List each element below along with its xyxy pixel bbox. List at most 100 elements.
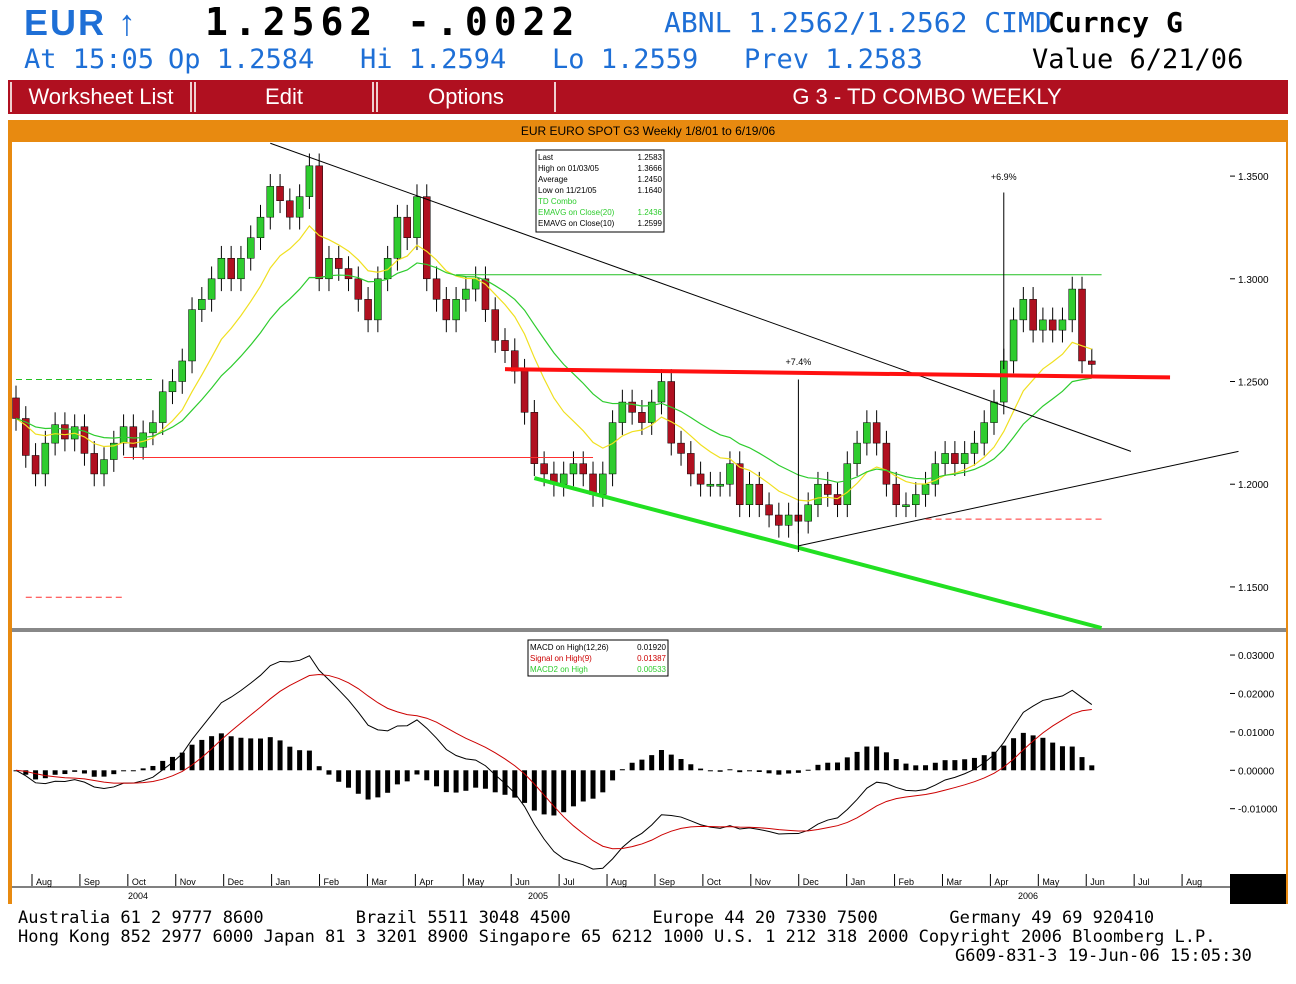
macd2-bar bbox=[541, 770, 547, 815]
macd-legend-box bbox=[527, 639, 669, 677]
price-legend-value: 1.2436 bbox=[638, 208, 663, 217]
price-legend-value: 1.2450 bbox=[638, 175, 663, 184]
macd2-bar bbox=[610, 770, 616, 781]
macd2-bar bbox=[502, 770, 508, 795]
candle-body bbox=[413, 196, 421, 238]
candle-body bbox=[374, 278, 382, 321]
price-tick-label: 1.1500 bbox=[1238, 583, 1269, 594]
candle-body bbox=[960, 453, 969, 464]
candle-body bbox=[305, 165, 314, 197]
candle-body bbox=[90, 453, 98, 475]
candle-body bbox=[286, 200, 294, 218]
month-label: Oct bbox=[132, 877, 147, 887]
candle-body bbox=[735, 463, 744, 506]
footer: Australia 61 2 9777 8600 Brazil 5511 304… bbox=[0, 906, 1296, 984]
macd2-bar bbox=[140, 768, 146, 771]
candle-body bbox=[393, 216, 402, 259]
candle-body bbox=[119, 426, 128, 444]
month-label: Jul bbox=[1138, 877, 1150, 887]
macd2-bar bbox=[248, 738, 254, 771]
macd2-bar bbox=[756, 770, 762, 773]
candle-body bbox=[902, 504, 910, 508]
time-axis-panel bbox=[12, 874, 1230, 904]
macd2-bar bbox=[551, 770, 557, 816]
candle-body bbox=[716, 483, 724, 487]
month-label: Mar bbox=[946, 877, 962, 887]
candle-body bbox=[1088, 360, 1096, 365]
macd2-bar bbox=[33, 770, 39, 780]
macd2-bar bbox=[805, 769, 811, 771]
candle-body bbox=[1029, 299, 1037, 331]
month-label: Feb bbox=[899, 877, 915, 887]
macd2-bar bbox=[365, 770, 371, 800]
price-tick-label: 1.3500 bbox=[1238, 172, 1269, 183]
candle-body bbox=[863, 422, 871, 444]
macd2-bar bbox=[531, 770, 537, 811]
macd2-bar bbox=[1020, 732, 1026, 771]
candle-body bbox=[315, 165, 323, 280]
candle-body bbox=[745, 483, 754, 506]
candle-body bbox=[951, 453, 959, 464]
candle-body bbox=[432, 278, 441, 300]
candle-body bbox=[256, 216, 265, 238]
macd2-bar bbox=[658, 750, 664, 771]
month-label: Jul bbox=[563, 877, 575, 887]
macd2-bar bbox=[453, 770, 459, 793]
worksheet-list-button[interactable]: Worksheet List bbox=[10, 82, 192, 112]
candle-body bbox=[158, 391, 167, 423]
candle-body bbox=[100, 459, 108, 475]
candle-body bbox=[540, 463, 548, 475]
panel-divider bbox=[12, 628, 1286, 632]
candle-body bbox=[178, 360, 187, 382]
candle-body bbox=[843, 463, 852, 506]
macd-tick-label: 0.00000 bbox=[1238, 766, 1275, 777]
options-menu-button[interactable]: Options bbox=[376, 82, 556, 112]
macd2-bar bbox=[512, 770, 518, 798]
candle-body bbox=[188, 309, 196, 362]
macd2-bar bbox=[522, 770, 528, 803]
candle-body bbox=[706, 483, 715, 487]
macd2-bar bbox=[52, 770, 58, 775]
macd2-bar bbox=[306, 750, 312, 771]
candle-body bbox=[1048, 319, 1057, 331]
macd2-bar bbox=[130, 770, 136, 772]
year-label: 2006 bbox=[1018, 891, 1038, 901]
month-label: Aug bbox=[36, 877, 52, 887]
price-tick-label: 1.2500 bbox=[1238, 378, 1269, 389]
candle-body bbox=[1068, 288, 1076, 321]
candle-body bbox=[12, 397, 20, 419]
price-chart[interactable]: EUR EURO SPOT G3 Weekly 1/8/01 to 6/19/0… bbox=[8, 120, 1288, 904]
candle-body bbox=[276, 186, 284, 201]
macd2-bar bbox=[766, 770, 772, 774]
macd-legend-value: 0.00533 bbox=[637, 665, 666, 674]
macd2-bar bbox=[209, 736, 215, 771]
candle-body bbox=[833, 494, 842, 506]
macd2-bar bbox=[414, 770, 420, 775]
macd2-bar bbox=[678, 759, 684, 771]
macd2-bar bbox=[238, 737, 244, 771]
candle-body bbox=[462, 288, 470, 300]
candle-body bbox=[892, 483, 900, 506]
month-label: Feb bbox=[324, 877, 340, 887]
support-trendline bbox=[798, 450, 1239, 547]
edit-menu-button[interactable]: Edit bbox=[194, 82, 374, 112]
candle-body bbox=[941, 453, 949, 464]
macd2-bar bbox=[169, 756, 175, 771]
macd2-bar bbox=[1059, 746, 1065, 771]
candle-body bbox=[364, 299, 372, 321]
macd2-bar bbox=[825, 762, 831, 771]
month-label: Jun bbox=[515, 877, 530, 887]
candle-body bbox=[1019, 299, 1028, 321]
breakout-level-line bbox=[504, 367, 1171, 380]
macd-legend-label: MACD2 on High bbox=[530, 665, 588, 674]
macd2-bar bbox=[893, 759, 899, 771]
candle-body bbox=[354, 278, 363, 300]
candle-body bbox=[931, 463, 940, 485]
macd2-bar bbox=[649, 755, 655, 771]
macd2-bar bbox=[815, 764, 821, 771]
candle-body bbox=[1039, 319, 1047, 331]
menu-bar: Worksheet List Edit Options G 3 - TD COM… bbox=[8, 80, 1288, 114]
macd2-bar bbox=[942, 760, 948, 771]
candle-body bbox=[325, 258, 333, 280]
candle-body bbox=[22, 418, 30, 456]
